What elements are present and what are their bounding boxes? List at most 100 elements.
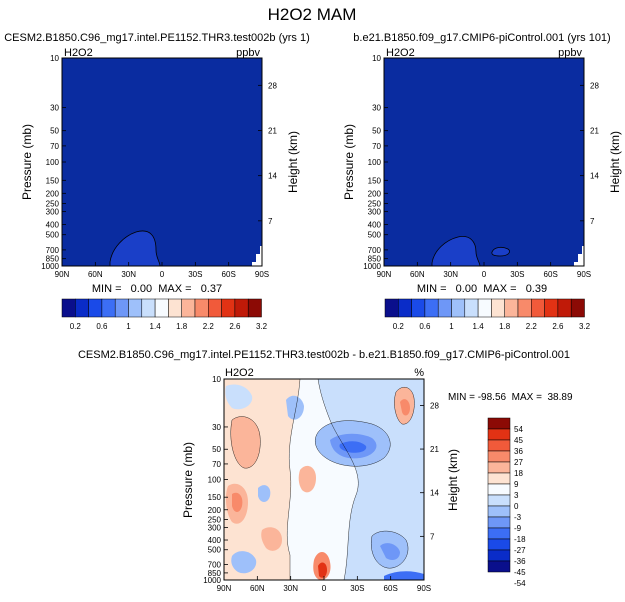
colorbar-swatch xyxy=(141,298,156,318)
panel-1-colorbar: 0.2 0.6 1 1.4 1.8 2.2 2.6 3.2 xyxy=(61,298,268,331)
x-tick-label: 60N xyxy=(410,270,425,279)
x-tick-label: 90N xyxy=(55,270,70,279)
y-tick-label: 250 xyxy=(46,199,60,208)
colorbar-label: 1 xyxy=(449,322,454,331)
panel-3-region-blue-7 xyxy=(231,551,257,574)
y-tick-label: 700 xyxy=(368,246,382,255)
y-tick-label: 100 xyxy=(208,476,222,485)
x-tick-label: 0 xyxy=(482,270,487,279)
x-tick-label: 90S xyxy=(255,270,269,279)
colorbar-swatch xyxy=(487,428,511,441)
y-tick-label: 850 xyxy=(208,569,222,578)
y-right-tick-label: 21 xyxy=(430,445,439,454)
colorbar-swatch xyxy=(487,450,511,463)
colorbar-swatch xyxy=(487,549,511,562)
y-tick-label: 200 xyxy=(46,189,60,198)
y-tick-label: 10 xyxy=(50,54,59,63)
y-right-tick-label: 21 xyxy=(268,127,277,136)
colorbar-swatch xyxy=(464,298,479,318)
x-tick-label: 90S xyxy=(417,584,431,593)
panel-3-right-label: % xyxy=(414,367,424,379)
y-tick-label: 400 xyxy=(46,221,60,230)
colorbar-swatch xyxy=(101,298,116,318)
panel-2-contour-a xyxy=(431,235,481,267)
colorbar-swatch xyxy=(424,298,439,318)
colorbar-swatch xyxy=(398,298,412,318)
x-tick-label: 30S xyxy=(188,270,202,279)
y-tick-label: 50 xyxy=(50,127,59,136)
colorbar-label: 2.6 xyxy=(552,322,564,331)
y-tick-label: 150 xyxy=(208,493,222,502)
panel-3-x-ticks: 90N 60N 30N 0 30S 60S 90S xyxy=(217,576,431,593)
panel-1-right-label: ppbv xyxy=(236,47,260,59)
panel-2-no-data xyxy=(574,246,584,266)
colorbar-swatch xyxy=(517,298,532,318)
x-tick-label: 0 xyxy=(322,584,327,593)
colorbar-swatch xyxy=(487,483,511,496)
colorbar-label: 0 xyxy=(514,502,519,511)
panel-3-left-label: H2O2 xyxy=(225,367,254,379)
panel-3: CESM2.B1850.C96_mg17.intel.PE1152.THR3.t… xyxy=(78,349,573,593)
y-tick-label: 150 xyxy=(46,176,60,185)
panel-1: CESM2.B1850.C96_mg17.intel.PE1152.THR3.t… xyxy=(4,32,310,331)
y-tick-label: 1000 xyxy=(203,576,221,585)
x-tick-label: 30N xyxy=(443,270,458,279)
y-tick-label: 700 xyxy=(46,246,60,255)
colorbar-label: -45 xyxy=(514,568,526,577)
y-tick-label: 850 xyxy=(46,255,60,264)
colorbar-label: 0.6 xyxy=(419,322,431,331)
y-right-tick-label: 7 xyxy=(590,217,595,226)
panel-3-ylabel: Pressure (mb) xyxy=(181,442,195,518)
panel-3-region-warm-5 xyxy=(400,399,410,416)
y-right-tick-label: 21 xyxy=(590,127,599,136)
panel-2-x-ticks: 90N 60N 30N 0 30S 60S 90S xyxy=(377,262,591,279)
panel-3-colorbar: 54 45 36 27 18 9 3 0 -3 -9 -18 -27 -36 -45 -54 xyxy=(487,417,526,588)
colorbar-swatch xyxy=(181,298,196,318)
x-tick-label: 60S xyxy=(222,270,236,279)
x-tick-label: 30S xyxy=(350,584,364,593)
colorbar-label: 0.6 xyxy=(96,322,108,331)
colorbar-label: 1 xyxy=(126,322,131,331)
y-tick-label: 100 xyxy=(46,158,60,167)
x-tick-label: 30S xyxy=(510,270,524,279)
y-right-tick-label: 28 xyxy=(430,401,439,410)
colorbar-label: -3 xyxy=(514,513,522,522)
colorbar-swatch xyxy=(557,298,572,318)
colorbar-swatch xyxy=(194,298,209,318)
colorbar-swatch xyxy=(487,417,511,430)
colorbar-label: -36 xyxy=(514,557,526,566)
panel-1-x-ticks: 90N 60N 30N 0 30S 60S 90S xyxy=(55,262,269,279)
colorbar-label: -9 xyxy=(514,524,522,533)
colorbar-label: 1.4 xyxy=(473,322,485,331)
panel-1-ylabel-right: Height (km) xyxy=(286,131,300,193)
y-tick-label: 100 xyxy=(368,158,382,167)
y-tick-label: 200 xyxy=(368,189,382,198)
colorbar-label: 54 xyxy=(514,425,523,434)
y-tick-label: 250 xyxy=(368,199,382,208)
colorbar-swatch xyxy=(75,298,89,318)
y-tick-label: 300 xyxy=(368,208,382,217)
colorbar-swatch xyxy=(384,298,399,318)
y-tick-label: 10 xyxy=(372,54,381,63)
colorbar-label: 3 xyxy=(514,491,519,500)
panel-3-field xyxy=(224,378,424,581)
colorbar-swatch xyxy=(544,298,559,318)
colorbar-label: 36 xyxy=(514,447,523,456)
panel-2-stats: MIN = 0.00 MAX = 0.39 xyxy=(417,283,547,295)
panel-1-y-ticks-right: 28 21 14 7 xyxy=(258,81,277,226)
colorbar-swatch xyxy=(487,494,511,507)
y-tick-label: 70 xyxy=(372,142,381,151)
y-tick-label: 300 xyxy=(46,208,60,217)
colorbar-label: 2.2 xyxy=(526,322,538,331)
y-tick-label: 1000 xyxy=(363,262,381,271)
colorbar-label: 27 xyxy=(514,458,523,467)
colorbar-label: 1.8 xyxy=(499,322,511,331)
colorbar-swatch xyxy=(221,298,236,318)
panel-3-region-cool-north xyxy=(225,384,253,410)
y-right-tick-label: 7 xyxy=(268,217,273,226)
colorbar-label: 1.8 xyxy=(176,322,188,331)
panel-1-contour xyxy=(109,230,161,267)
panel-2-ylabel-right: Height (km) xyxy=(608,131,622,193)
